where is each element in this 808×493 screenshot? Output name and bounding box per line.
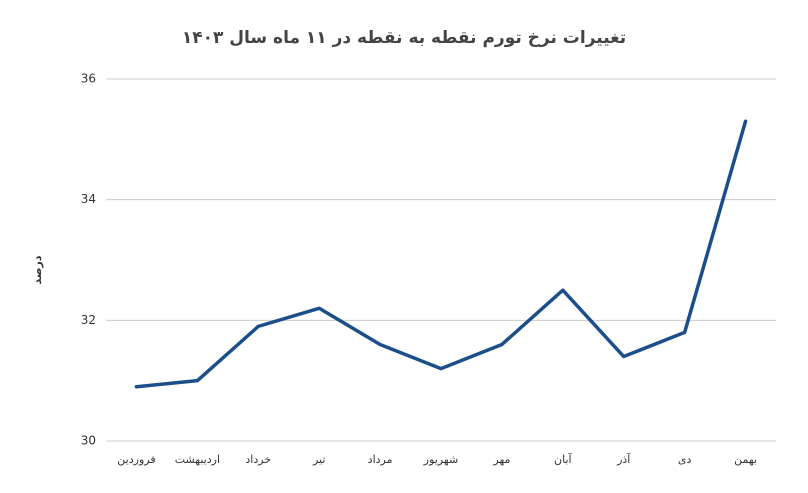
chart-title: تغییرات نرخ تورم نقطه به نقطه در ۱۱ ماه … bbox=[182, 28, 626, 48]
x-tick-label: تیر bbox=[312, 453, 325, 466]
x-tick-label: آبان bbox=[554, 452, 572, 466]
x-tick-label: اردیبهشت bbox=[175, 453, 220, 466]
y-axis-label: درصد bbox=[31, 255, 44, 284]
y-tick-label: 30 bbox=[81, 434, 96, 448]
y-tick-label: 34 bbox=[81, 192, 96, 206]
y-tick-label: 36 bbox=[81, 72, 96, 86]
x-tick-label: دی bbox=[678, 453, 692, 466]
x-tick-label: شهریور bbox=[423, 453, 458, 466]
x-tick-label: خرداد bbox=[245, 453, 271, 466]
x-tick-label: مرداد bbox=[368, 453, 393, 466]
x-tick-label: مهر bbox=[492, 453, 510, 466]
x-tick-label: فروردین bbox=[117, 453, 155, 466]
line-series bbox=[134, 119, 748, 389]
y-tick-label: 32 bbox=[81, 313, 96, 327]
x-tick-label: بهمن bbox=[734, 453, 757, 466]
x-tick-label: آذر bbox=[616, 452, 631, 466]
